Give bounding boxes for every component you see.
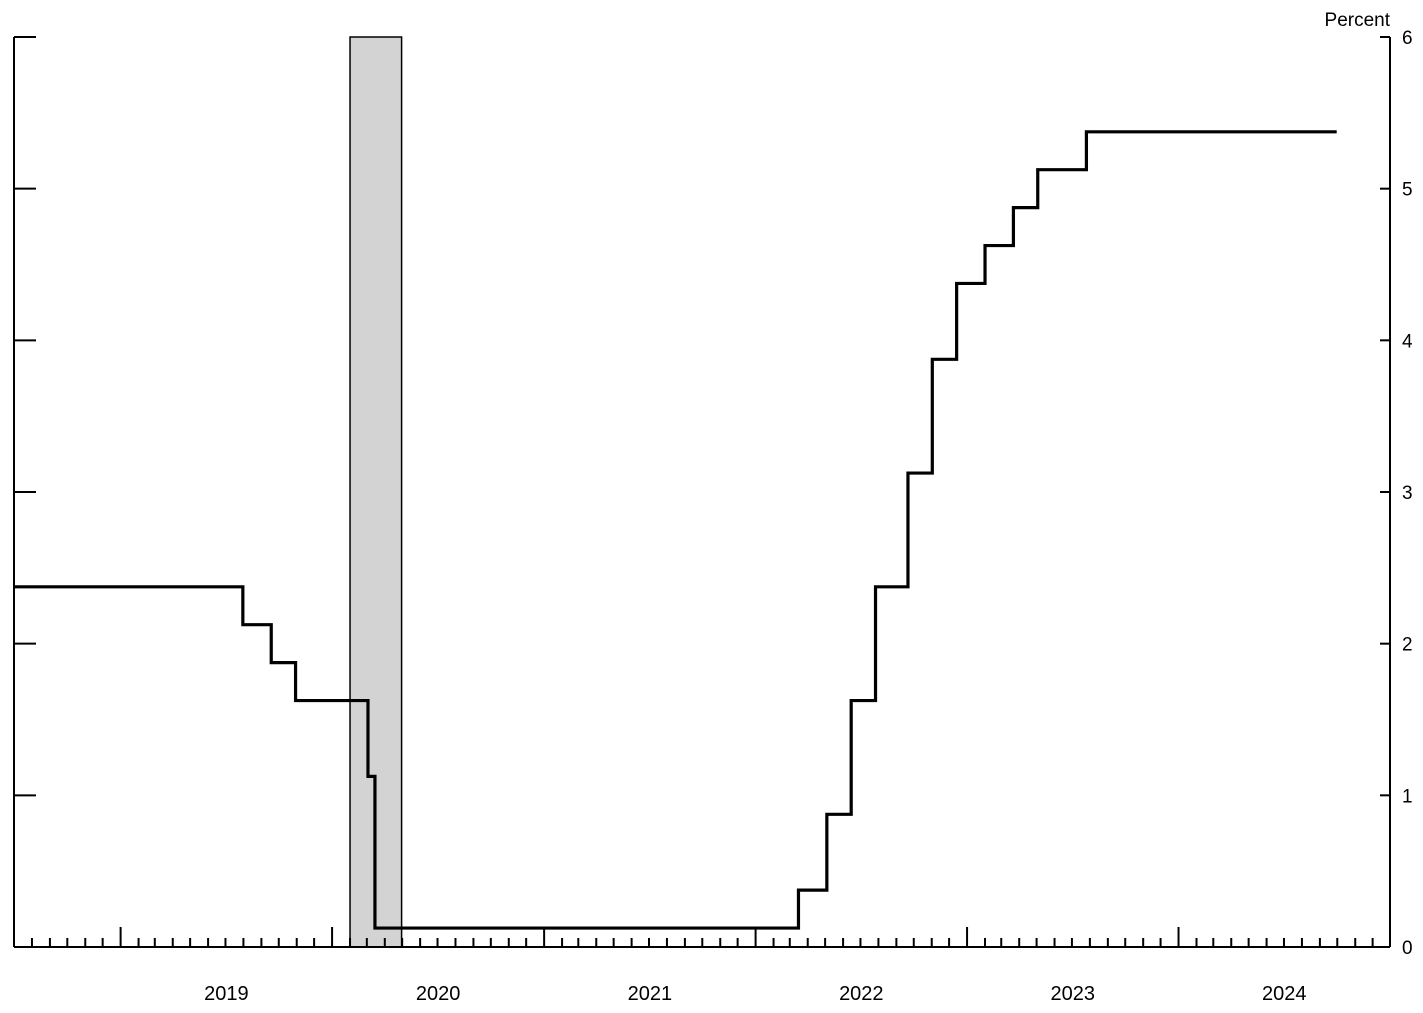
y-tick-label-5: 5 xyxy=(1402,180,1413,201)
x-year-label-2019: 2019 xyxy=(204,983,249,1005)
y-tick-label-2: 2 xyxy=(1402,635,1413,656)
y-tick-label-4: 4 xyxy=(1402,331,1413,352)
series-line-0 xyxy=(14,130,1337,930)
x-year-label-2024: 2024 xyxy=(1262,983,1307,1005)
axes-layer xyxy=(13,37,1391,948)
x-year-label-2020: 2020 xyxy=(416,983,461,1005)
x-year-label-2021: 2021 xyxy=(628,983,673,1005)
x-ticks-layer: 2019 2020 2021 2022 2023 2024 xyxy=(30,927,1374,1005)
y-tick-label-6: 6 xyxy=(1402,28,1413,49)
y-axis-unit-label: Percent xyxy=(1325,10,1391,31)
y-tick-label-1: 1 xyxy=(1402,786,1413,807)
y-ticks-layer: 0 1 2 3 4 5 6 xyxy=(14,28,1413,959)
x-year-label-2023: 2023 xyxy=(1051,983,1096,1005)
series-layer xyxy=(14,130,1337,930)
y-tick-label-0: 0 xyxy=(1402,938,1413,959)
y-tick-label-3: 3 xyxy=(1402,483,1413,504)
x-year-label-2022: 2022 xyxy=(839,983,884,1005)
